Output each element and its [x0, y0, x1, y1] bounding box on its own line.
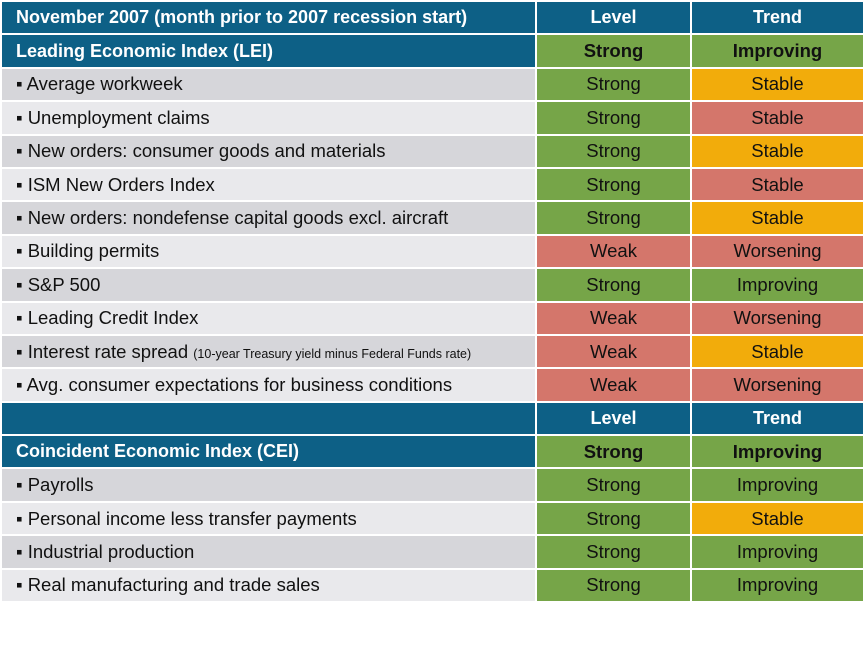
table-row: ▪ ISM New Orders Index Strong Stable [2, 168, 863, 201]
lei-indicator-label-cell: ▪ Interest rate spread (10-year Treasury… [2, 335, 535, 368]
lei-section-label: Leading Economic Index (LEI) [2, 35, 535, 67]
level-cell: Weak [537, 335, 690, 368]
level-column-header: Level [537, 2, 690, 34]
cei-level-cell: Strong [537, 436, 690, 468]
level-cell: Weak [537, 235, 690, 268]
indicator-label: ▪ S&P 500 [16, 273, 101, 295]
indicator-note: (10-year Treasury yield minus Federal Fu… [193, 346, 472, 361]
lei-indicator-label-cell: ▪ Average workweek [2, 68, 535, 101]
cei-header-row: Level Trend [2, 402, 863, 435]
table-row: ▪ New orders: consumer goods and materia… [2, 135, 863, 167]
indicator-label: ▪ Unemployment claims [16, 106, 210, 128]
trend-cell: Worsening [692, 369, 863, 401]
trend-cell: Improving [692, 469, 863, 501]
indicator-label: ▪ Avg. consumer expectations for busines… [16, 373, 453, 395]
indicator-label: ▪ Payrolls [16, 474, 94, 496]
lei-indicator-label-cell: ▪ Unemployment claims [2, 102, 535, 134]
trend-cell: Stable [692, 135, 863, 167]
level-cell: Strong [537, 135, 690, 167]
trend-cell: Improving [692, 569, 863, 602]
table-row: ▪ Interest rate spread (10-year Treasury… [2, 335, 863, 368]
indicator-label: ▪ Leading Credit Index [16, 307, 199, 329]
indicator-table: November 2007 (month prior to 2007 reces… [2, 2, 863, 602]
trend-column-header: Trend [692, 2, 863, 34]
trend-cell: Improving [692, 269, 863, 301]
table-title: November 2007 (month prior to 2007 reces… [2, 2, 535, 34]
lei-trend-cell: Improving [692, 35, 863, 67]
level-cell: Strong [537, 269, 690, 301]
cei-trend-cell: Improving [692, 436, 863, 468]
trend-cell: Worsening [692, 302, 863, 334]
lei-indicator-label-cell: ▪ Avg. consumer expectations for busines… [2, 369, 535, 401]
trend-cell: Stable [692, 502, 863, 535]
level-cell: Weak [537, 369, 690, 401]
level-cell: Strong [537, 536, 690, 568]
lei-section-row: Leading Economic Index (LEI) Strong Impr… [2, 35, 863, 67]
table-row: ▪ Leading Credit Index Weak Worsening [2, 302, 863, 334]
lei-indicator-label-cell: ▪ New orders: nondefense capital goods e… [2, 202, 535, 234]
level-cell: Strong [537, 102, 690, 134]
cei-section-label: Coincident Economic Index (CEI) [2, 436, 535, 468]
table-row: ▪ Industrial production Strong Improving [2, 536, 863, 568]
level-cell: Strong [537, 569, 690, 602]
level-cell: Strong [537, 68, 690, 101]
trend-cell: Improving [692, 536, 863, 568]
level-cell: Weak [537, 302, 690, 334]
table-row: ▪ Average workweek Strong Stable [2, 68, 863, 101]
table-row: ▪ Real manufacturing and trade sales Stro… [2, 569, 863, 602]
trend-cell: Stable [692, 102, 863, 134]
table-row: ▪ Payrolls Strong Improving [2, 469, 863, 501]
indicator-label: ▪ New orders: nondefense capital goods e… [16, 207, 449, 229]
trend-cell: Stable [692, 168, 863, 201]
table-row: ▪ Unemployment claims Strong Stable [2, 102, 863, 134]
table-row: ▪ Avg. consumer expectations for busines… [2, 369, 863, 401]
cei-section-row: Coincident Economic Index (CEI) Strong Imp… [2, 436, 863, 468]
indicator-label: ▪ ISM New Orders Index [16, 173, 215, 195]
level-cell: Strong [537, 202, 690, 234]
cei-header-blank [2, 402, 535, 435]
lei-level-cell: Strong [537, 35, 690, 67]
indicator-label: ▪ Industrial production [16, 540, 195, 562]
indicator-label: ▪ Building permits [16, 240, 160, 262]
table-row: ▪ New orders: nondefense capital goods e… [2, 202, 863, 234]
indicator-label: ▪ New orders: consumer goods and materia… [16, 140, 386, 162]
cei-trend-column-header: Trend [692, 402, 863, 435]
lei-indicator-label-cell: ▪ ISM New Orders Index [2, 168, 535, 201]
lei-indicator-label-cell: ▪ Building permits [2, 235, 535, 268]
cei-indicator-label-cell: ▪ Payrolls [2, 469, 535, 501]
indicator-table-body: November 2007 (month prior to 2007 reces… [2, 2, 863, 602]
trend-cell: Stable [692, 335, 863, 368]
trend-cell: Stable [692, 68, 863, 101]
lei-indicator-label-cell: ▪ Leading Credit Index [2, 302, 535, 334]
lei-indicator-label-cell: ▪ New orders: consumer goods and materia… [2, 135, 535, 167]
indicator-label: ▪ Real manufacturing and trade sales [16, 574, 320, 596]
cei-indicator-label-cell: ▪ Industrial production [2, 536, 535, 568]
trend-cell: Worsening [692, 235, 863, 268]
cei-indicator-label-cell: ▪ Real manufacturing and trade sales [2, 569, 535, 602]
indicator-label: ▪ Interest rate spread [16, 340, 189, 362]
level-cell: Strong [537, 469, 690, 501]
trend-cell: Stable [692, 202, 863, 234]
title-row: November 2007 (month prior to 2007 reces… [2, 2, 863, 34]
table-row: ▪ S&P 500 Strong Improving [2, 269, 863, 301]
indicator-label: ▪ Average workweek [16, 73, 183, 95]
level-cell: Strong [537, 502, 690, 535]
lei-indicator-label-cell: ▪ S&P 500 [2, 269, 535, 301]
indicator-label: ▪ Personal income less transfer payments [16, 507, 357, 529]
table-row: ▪ Building permits Weak Worsening [2, 235, 863, 268]
table-row: ▪ Personal income less transfer payments… [2, 502, 863, 535]
cei-level-column-header: Level [537, 402, 690, 435]
level-cell: Strong [537, 168, 690, 201]
cei-indicator-label-cell: ▪ Personal income less transfer payments [2, 502, 535, 535]
